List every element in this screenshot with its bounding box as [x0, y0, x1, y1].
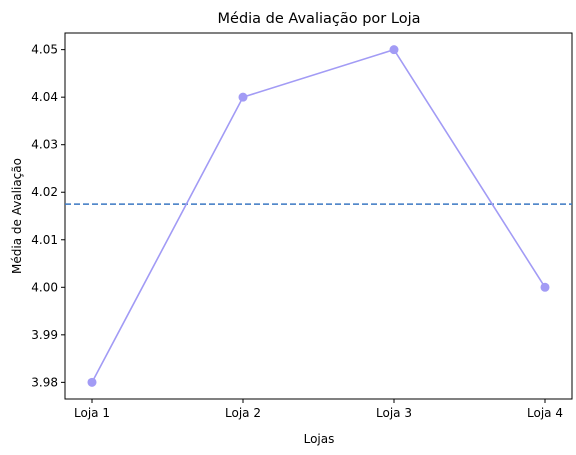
y-tick-label: 4.01 [31, 233, 58, 247]
y-tick-label: 4.02 [31, 185, 58, 199]
y-axis: 3.98 3.99 4.00 4.01 4.02 4.03 4.04 4.05 [31, 43, 65, 389]
data-point [540, 282, 550, 292]
x-tick-label: Loja 1 [74, 406, 110, 420]
series-line [91, 48, 546, 383]
x-tick-label: Loja 4 [527, 406, 563, 420]
y-tick-label: 4.03 [31, 138, 58, 152]
x-tick-label: Loja 3 [376, 406, 412, 420]
data-point [238, 92, 248, 102]
y-tick-label: 4.00 [31, 280, 58, 294]
y-tick-label: 4.05 [31, 43, 58, 57]
series-group [87, 45, 550, 387]
x-axis: Loja 1 Loja 2 Loja 3 Loja 4 [74, 399, 563, 420]
y-axis-label: Média de Avaliação [10, 158, 24, 274]
x-tick-label: Loja 2 [225, 406, 261, 420]
y-tick-label: 3.99 [31, 328, 58, 342]
data-point [389, 45, 399, 55]
data-point [87, 377, 97, 387]
plot-area-frame [64, 32, 573, 400]
y-tick-label: 4.04 [31, 90, 58, 104]
chart-title: Média de Avaliação por Loja [218, 11, 421, 27]
y-tick-label: 3.98 [31, 375, 58, 389]
x-axis-label: Lojas [304, 432, 335, 446]
